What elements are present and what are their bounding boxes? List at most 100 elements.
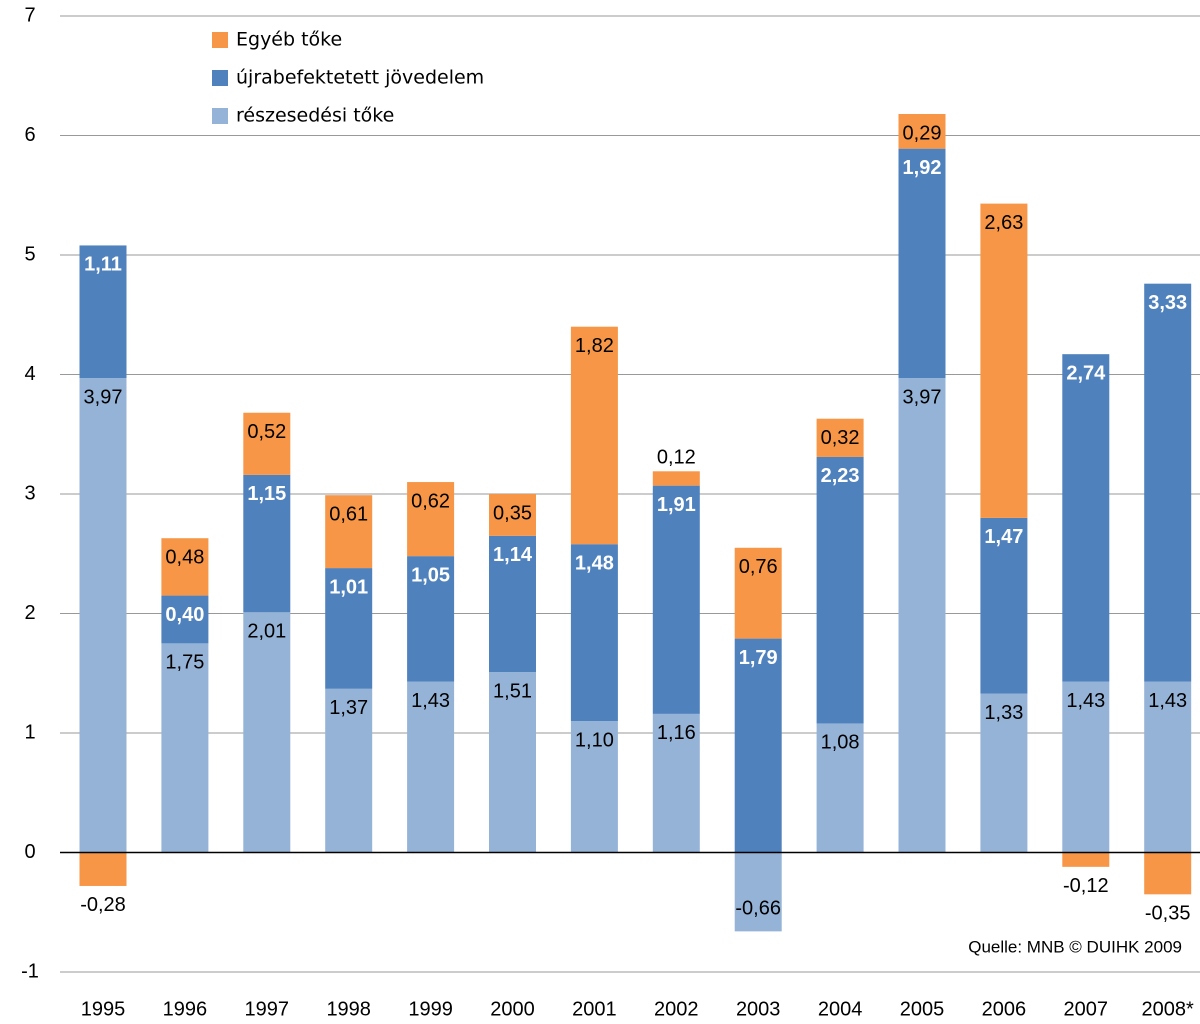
bar-segment bbox=[898, 148, 946, 379]
y-tick-label: 1 bbox=[24, 721, 35, 743]
bar-segment bbox=[652, 713, 700, 853]
x-tick-label: 1999 bbox=[408, 998, 453, 1020]
y-tick-label: 0 bbox=[24, 841, 35, 863]
bar-segment bbox=[734, 852, 782, 932]
y-tick-label: 4 bbox=[24, 363, 35, 385]
value-label: 1,51 bbox=[493, 680, 532, 702]
x-tick-label: 2008* bbox=[1142, 998, 1194, 1020]
value-label: 1,79 bbox=[739, 647, 778, 669]
bar-segment bbox=[816, 418, 864, 457]
value-label: 1,15 bbox=[247, 483, 286, 505]
value-label: 1,11 bbox=[84, 254, 122, 276]
bar-segment bbox=[161, 538, 209, 596]
value-label: 1,01 bbox=[329, 576, 368, 598]
source: Quelle: MNB © DUIHK 2009 bbox=[968, 937, 1182, 956]
bar-segment bbox=[407, 556, 455, 682]
x-tick-label: 2003 bbox=[736, 998, 781, 1020]
bar-segment bbox=[1144, 852, 1192, 895]
bar-segment bbox=[1062, 354, 1110, 682]
legend-label: újrabefektetett jövedelem bbox=[236, 67, 484, 89]
x-tick-label: 2002 bbox=[654, 998, 699, 1020]
bar-segment bbox=[161, 643, 209, 853]
value-label: 0,76 bbox=[739, 556, 778, 578]
value-label: 1,08 bbox=[821, 732, 860, 754]
y-tick-label: 7 bbox=[24, 4, 35, 26]
legend-swatch bbox=[212, 108, 228, 124]
bar-segment bbox=[1144, 681, 1192, 853]
value-label: 0,29 bbox=[903, 122, 942, 144]
x-tick-label: 2006 bbox=[982, 998, 1027, 1020]
value-label: 0,12 bbox=[657, 447, 696, 469]
value-label: 0,35 bbox=[493, 502, 532, 524]
bar-segment bbox=[1062, 681, 1110, 853]
x-tick-label: 2005 bbox=[900, 998, 945, 1020]
bar-segment bbox=[652, 485, 700, 714]
bar-segment bbox=[79, 852, 127, 886]
value-label: 2,74 bbox=[1066, 362, 1106, 384]
bar-segment bbox=[980, 517, 1028, 694]
value-label: 1,91 bbox=[657, 494, 696, 516]
bar-segment bbox=[79, 378, 127, 853]
bar-segment bbox=[325, 495, 373, 569]
legend-swatch bbox=[212, 32, 228, 48]
value-label: 1,47 bbox=[984, 526, 1023, 548]
bar-segment bbox=[734, 547, 782, 639]
bar-segment bbox=[1062, 852, 1110, 867]
value-label: 1,33 bbox=[984, 702, 1023, 724]
bar-segment bbox=[816, 723, 864, 853]
value-label: 2,63 bbox=[984, 212, 1023, 234]
value-label: 0,52 bbox=[247, 421, 286, 443]
x-tick-label: 1996 bbox=[163, 998, 208, 1020]
bar-segment bbox=[243, 612, 291, 853]
value-label: 0,62 bbox=[411, 490, 450, 512]
bar-segment bbox=[489, 494, 536, 536]
bar-segment bbox=[734, 638, 782, 853]
value-label: 2,23 bbox=[821, 465, 860, 487]
bar-segment bbox=[489, 672, 536, 853]
x-tick-label: 2004 bbox=[818, 998, 863, 1020]
value-label: 1,48 bbox=[575, 552, 614, 574]
x-tick-label: 1995 bbox=[81, 998, 126, 1020]
value-label: 1,14 bbox=[493, 544, 533, 566]
bar-segment bbox=[489, 535, 536, 673]
value-label: 1,82 bbox=[575, 335, 614, 357]
value-label: 0,48 bbox=[165, 546, 204, 568]
value-label: 3,33 bbox=[1148, 292, 1187, 314]
bar-segment bbox=[407, 482, 455, 557]
bar-segment bbox=[898, 113, 946, 149]
bar-segment bbox=[1144, 283, 1192, 682]
value-label: 1,37 bbox=[329, 697, 368, 719]
y-tick-label: 6 bbox=[24, 124, 35, 146]
x-tick-label: 2001 bbox=[572, 998, 617, 1020]
bar-segment bbox=[570, 326, 618, 545]
bar-segment bbox=[325, 688, 373, 853]
x-tick-label: 1998 bbox=[326, 998, 371, 1020]
bar-segment bbox=[570, 721, 618, 853]
bar-segment bbox=[161, 595, 209, 644]
bar-segment bbox=[980, 693, 1028, 853]
value-label: -0,28 bbox=[80, 894, 126, 916]
y-tick-label: 3 bbox=[24, 482, 35, 504]
value-label: 1,16 bbox=[657, 722, 696, 744]
y-tick-label: 2 bbox=[24, 602, 35, 624]
value-label: 1,43 bbox=[1148, 690, 1187, 712]
bar-segment bbox=[79, 245, 127, 379]
value-label: 1,75 bbox=[165, 652, 204, 674]
value-label: 3,97 bbox=[84, 386, 123, 408]
bar-segment bbox=[652, 471, 700, 486]
value-label: -0,12 bbox=[1063, 875, 1109, 897]
legend-swatch bbox=[212, 70, 228, 86]
legend-label: Egyéb tőke bbox=[236, 29, 342, 51]
value-label: 3,97 bbox=[903, 386, 942, 408]
x-tick-label: 1997 bbox=[245, 998, 290, 1020]
bar-segment bbox=[898, 378, 946, 853]
value-label: 1,43 bbox=[411, 690, 450, 712]
x-tick-label: 2007 bbox=[1064, 998, 1109, 1020]
value-label: 0,32 bbox=[821, 427, 860, 449]
legend-label: részesedési tőke bbox=[236, 105, 394, 127]
value-label: 2,01 bbox=[247, 621, 286, 643]
value-label: 1,43 bbox=[1066, 690, 1105, 712]
bar-segment bbox=[570, 544, 618, 722]
bar-segment bbox=[980, 203, 1028, 518]
